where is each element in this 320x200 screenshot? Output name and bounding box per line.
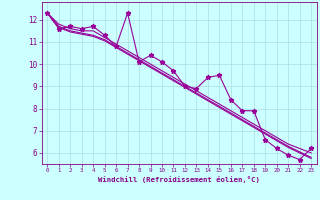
X-axis label: Windchill (Refroidissement éolien,°C): Windchill (Refroidissement éolien,°C) — [98, 176, 260, 183]
